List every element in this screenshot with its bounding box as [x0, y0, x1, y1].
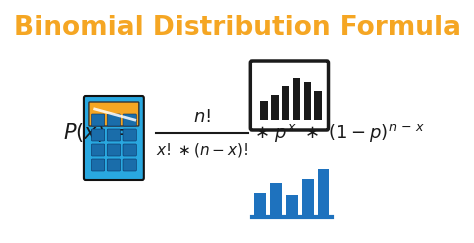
- FancyBboxPatch shape: [123, 159, 137, 171]
- FancyBboxPatch shape: [107, 114, 120, 126]
- Bar: [314, 91, 322, 120]
- FancyBboxPatch shape: [91, 159, 105, 171]
- FancyBboxPatch shape: [91, 144, 105, 156]
- Bar: [318, 169, 329, 217]
- Text: Binomial Distribution Formula: Binomial Distribution Formula: [13, 15, 461, 41]
- Bar: [282, 87, 290, 120]
- FancyBboxPatch shape: [91, 129, 105, 141]
- Text: $\ast \ p^x \ \ast \ (1 - p)^{n \,-\, x}$: $\ast \ p^x \ \ast \ (1 - p)^{n \,-\, x}…: [255, 122, 426, 144]
- FancyBboxPatch shape: [123, 114, 137, 126]
- FancyBboxPatch shape: [250, 61, 328, 130]
- Text: $x! \ast (n - x)!$: $x! \ast (n - x)!$: [156, 141, 248, 159]
- Text: $n!$: $n!$: [193, 108, 211, 126]
- FancyBboxPatch shape: [107, 159, 120, 171]
- Bar: [271, 95, 279, 120]
- Bar: [302, 179, 313, 217]
- FancyBboxPatch shape: [91, 114, 105, 126]
- FancyBboxPatch shape: [107, 129, 120, 141]
- FancyBboxPatch shape: [123, 144, 137, 156]
- FancyBboxPatch shape: [84, 96, 144, 180]
- FancyBboxPatch shape: [89, 102, 139, 126]
- Bar: [293, 78, 300, 120]
- Bar: [270, 183, 282, 217]
- Bar: [255, 193, 266, 217]
- FancyBboxPatch shape: [107, 144, 120, 156]
- Text: $P(x) \ = $: $P(x) \ = $: [63, 122, 133, 145]
- Bar: [286, 195, 298, 217]
- Bar: [303, 82, 311, 120]
- FancyBboxPatch shape: [123, 129, 137, 141]
- Bar: [260, 101, 268, 120]
